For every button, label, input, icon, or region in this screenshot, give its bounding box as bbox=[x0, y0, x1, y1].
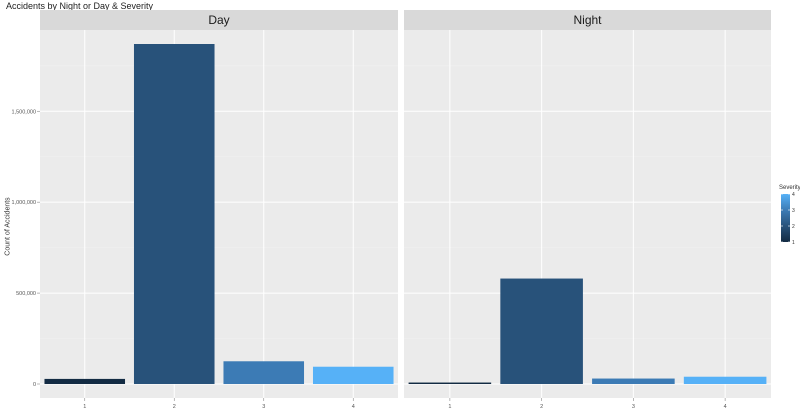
legend-tick-label: 2 bbox=[792, 224, 795, 230]
y-tick-label: 1,000,000 bbox=[12, 200, 36, 206]
x-tick-label: 2 bbox=[173, 404, 176, 410]
facet-strip bbox=[404, 10, 771, 30]
legend-title: Severity bbox=[779, 185, 800, 191]
legend-tick-label: 4 bbox=[792, 192, 795, 198]
bar-night-severity-2 bbox=[500, 278, 583, 384]
x-tick-label: 1 bbox=[448, 404, 451, 410]
x-tick-label: 4 bbox=[352, 404, 355, 410]
facet-label: Day bbox=[208, 13, 229, 27]
y-tick-label: 1,500,000 bbox=[12, 109, 36, 115]
bar-night-severity-3 bbox=[592, 378, 675, 384]
x-tick-label: 2 bbox=[540, 404, 543, 410]
bar-day-severity-3 bbox=[223, 361, 305, 384]
legend-colorbar bbox=[781, 194, 790, 242]
bar-day-severity-1 bbox=[44, 378, 126, 384]
y-tick-label: 500,000 bbox=[16, 291, 36, 297]
x-tick-label: 3 bbox=[262, 404, 265, 410]
x-tick-label: 4 bbox=[724, 404, 727, 410]
panel-background bbox=[40, 30, 398, 398]
legend-tick-label: 1 bbox=[792, 240, 795, 246]
facet-label: Night bbox=[573, 13, 602, 27]
x-tick-label: 3 bbox=[632, 404, 635, 410]
x-tick-label: 1 bbox=[83, 404, 86, 410]
legend-tick-label: 3 bbox=[792, 208, 795, 214]
chart-title: Accidents by Night or Day & Severity bbox=[6, 1, 154, 11]
bar-day-severity-2 bbox=[133, 44, 215, 384]
panel-background bbox=[404, 30, 771, 398]
facet-strip bbox=[40, 10, 398, 30]
bar-night-severity-4 bbox=[683, 376, 767, 384]
bar-day-severity-4 bbox=[312, 366, 394, 384]
bar-night-severity-1 bbox=[408, 382, 492, 384]
y-tick-label: 0 bbox=[33, 382, 36, 388]
